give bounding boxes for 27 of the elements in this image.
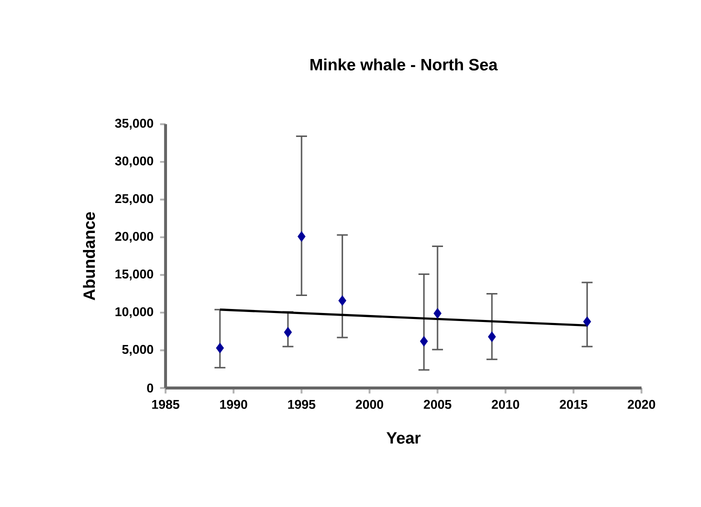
point	[216, 342, 224, 354]
y-tick-label: 25,000	[115, 194, 154, 205]
x-tick-label: 2020	[628, 400, 656, 409]
point	[298, 231, 306, 242]
x-tick-label: 2005	[424, 400, 452, 409]
chart-title: Minke whale - North Sea	[310, 58, 498, 70]
y-tick-label: 30,000	[115, 156, 154, 168]
x-tick-label: 2010	[492, 400, 520, 409]
y-axis-title: Abundance	[82, 212, 95, 300]
x-tick-label: 1995	[288, 400, 316, 409]
x-tick-label: 2000	[356, 400, 384, 409]
y-tick-label: 0	[147, 384, 154, 393]
y-tick-label: 5,000	[122, 344, 154, 356]
point	[488, 332, 496, 342]
point	[284, 327, 292, 338]
point	[338, 295, 346, 306]
point	[583, 316, 592, 327]
point	[434, 308, 442, 318]
y-tick-label: 20,000	[115, 232, 154, 243]
x-axis-title: Year	[386, 432, 421, 444]
x-tick-label: 2015	[560, 400, 588, 409]
y-tick-label: 15,000	[116, 270, 154, 280]
point	[420, 336, 428, 346]
x-tick-label: 1985	[152, 400, 180, 409]
y-tick-label: 35,000	[115, 118, 154, 130]
x-tick-label: 1990	[220, 400, 248, 409]
y-tick-label: 10,000	[116, 307, 154, 318]
